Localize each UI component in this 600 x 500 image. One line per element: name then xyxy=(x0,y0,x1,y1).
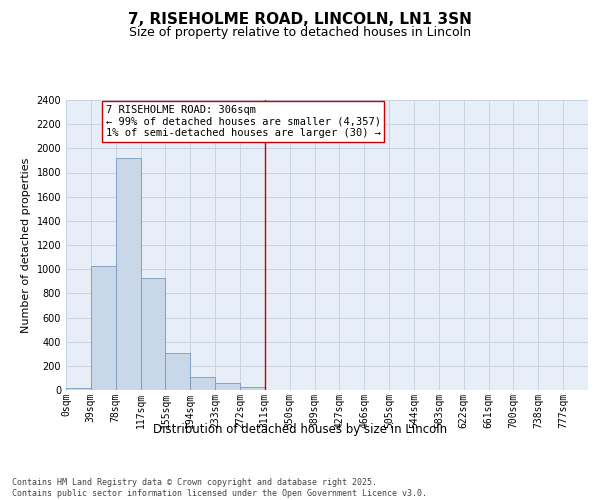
Bar xyxy=(91,266,116,390)
Text: Contains HM Land Registry data © Crown copyright and database right 2025.
Contai: Contains HM Land Registry data © Crown c… xyxy=(12,478,427,498)
Bar xyxy=(166,352,190,390)
Bar xyxy=(240,387,265,390)
Bar xyxy=(140,278,166,390)
Bar xyxy=(66,388,91,390)
Bar xyxy=(116,158,140,390)
Bar xyxy=(190,378,215,390)
Text: 7 RISEHOLME ROAD: 306sqm
← 99% of detached houses are smaller (4,357)
1% of semi: 7 RISEHOLME ROAD: 306sqm ← 99% of detach… xyxy=(106,105,381,138)
Text: 7, RISEHOLME ROAD, LINCOLN, LN1 3SN: 7, RISEHOLME ROAD, LINCOLN, LN1 3SN xyxy=(128,12,472,28)
Y-axis label: Number of detached properties: Number of detached properties xyxy=(21,158,31,332)
Text: Size of property relative to detached houses in Lincoln: Size of property relative to detached ho… xyxy=(129,26,471,39)
Bar xyxy=(215,384,240,390)
Text: Distribution of detached houses by size in Lincoln: Distribution of detached houses by size … xyxy=(153,422,447,436)
